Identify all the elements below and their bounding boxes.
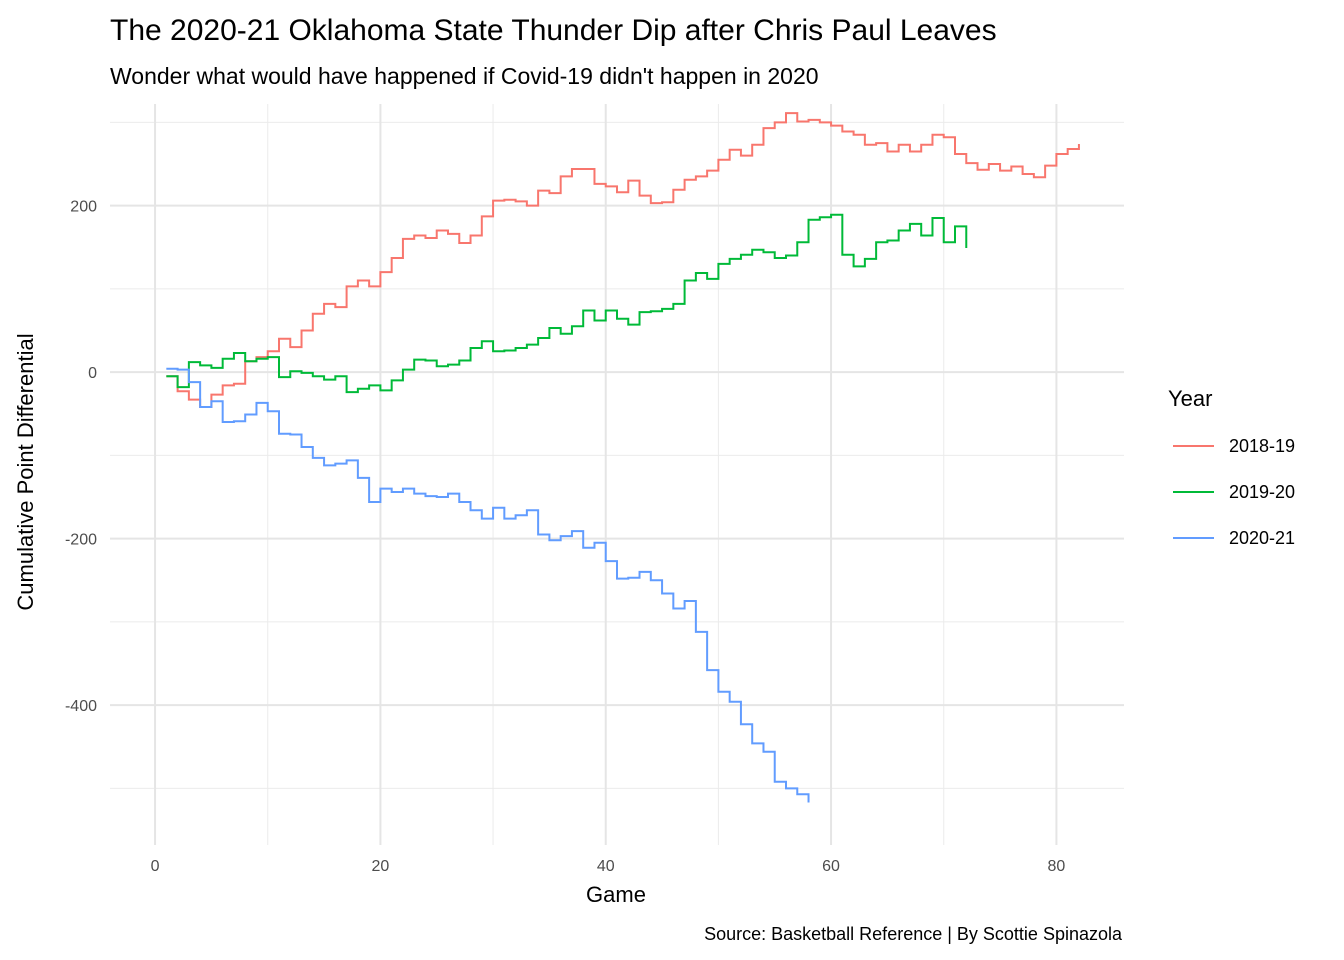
legend: Year 2018-19 2019-20 2020-21 — [1168, 386, 1295, 548]
legend-label: 2020-21 — [1229, 528, 1295, 548]
chart-caption: Source: Basketball Reference | By Scotti… — [704, 924, 1123, 944]
x-tick-label: 60 — [822, 858, 840, 875]
series-line-2019-20 — [166, 213, 968, 394]
x-axis-ticks: 0 20 40 60 80 — [151, 858, 1066, 875]
legend-label: 2018-19 — [1229, 436, 1295, 456]
x-tick-label: 40 — [597, 858, 615, 875]
series-line-2020-21 — [166, 367, 810, 803]
y-axis-label: Cumulative Point Differential — [13, 333, 38, 610]
x-tick-label: 20 — [372, 858, 390, 875]
x-axis-label: Game — [586, 882, 646, 907]
series-line-2018-19 — [166, 112, 1080, 409]
y-tick-label: -200 — [65, 532, 97, 549]
legend-label: 2019-20 — [1229, 482, 1295, 502]
chart-title: The 2020-21 Oklahoma State Thunder Dip a… — [110, 14, 997, 47]
x-tick-label: 80 — [1048, 858, 1066, 875]
series-lines — [166, 112, 1080, 803]
grid — [110, 104, 1124, 845]
x-tick-label: 0 — [151, 858, 160, 875]
legend-title: Year — [1168, 386, 1212, 411]
y-tick-label: -400 — [65, 698, 97, 715]
y-tick-label: 200 — [70, 199, 97, 216]
chart-subtitle: Wonder what would have happened if Covid… — [110, 63, 819, 89]
y-axis-ticks: -400 -200 0 200 — [65, 199, 97, 716]
y-tick-label: 0 — [88, 365, 97, 382]
